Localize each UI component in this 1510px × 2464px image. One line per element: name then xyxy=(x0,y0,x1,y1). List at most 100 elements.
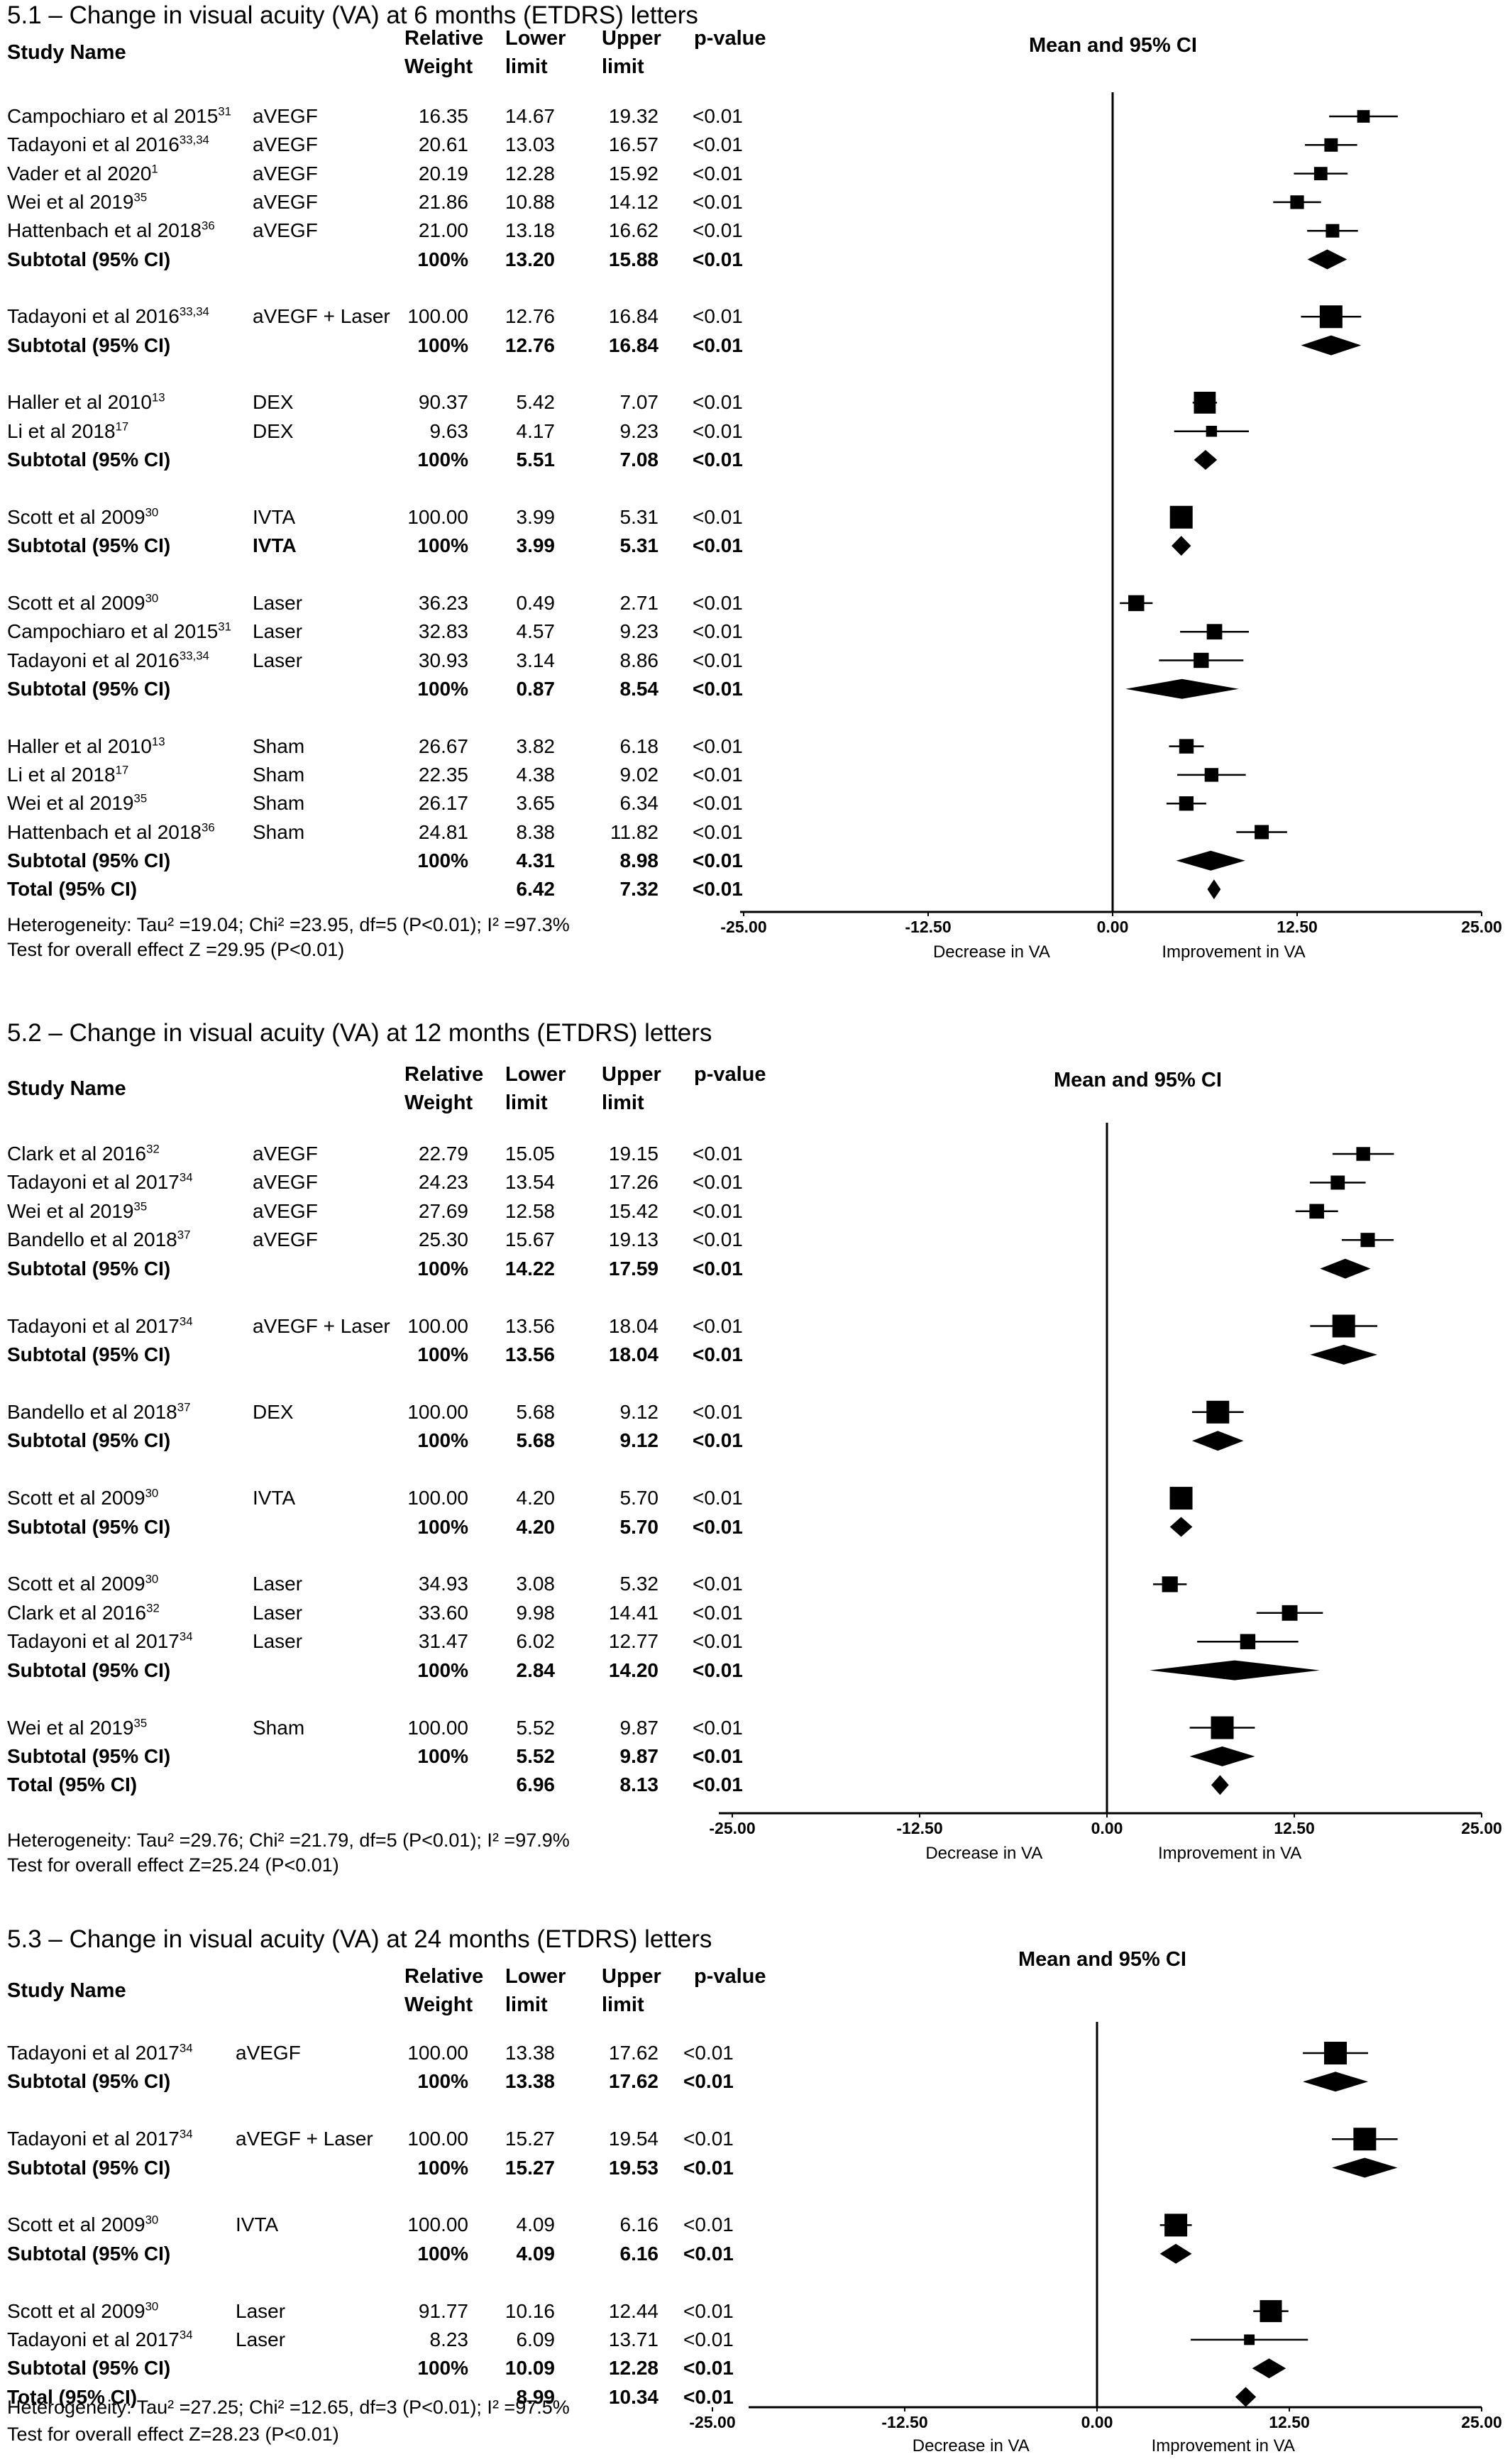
study-name: Subtotal (95% CI) xyxy=(7,1744,171,1767)
upper-limit: 11.82 xyxy=(610,820,658,843)
p-value: <0.01 xyxy=(683,2156,734,2179)
reference-superscript: 36 xyxy=(201,820,215,835)
study-name: Wei et al 201935 xyxy=(7,1201,147,1221)
subtotal-row: Subtotal (95% CI) 100% 5.52 9.87 <0.01 xyxy=(0,1744,743,1769)
treatment-group: aVEGF xyxy=(253,1143,318,1165)
reference-superscript: 17 xyxy=(115,763,129,777)
relative-weight: 100.00 xyxy=(407,1716,468,1739)
relative-weight: 100% xyxy=(417,1659,468,1681)
p-value: <0.01 xyxy=(693,1601,743,1624)
x-tick-label: -12.50 xyxy=(905,918,952,936)
p-value: <0.01 xyxy=(693,649,743,671)
header-lower-limit-2: limit xyxy=(505,1091,548,1114)
study-name-text: Clark et al 2016 xyxy=(7,1143,147,1165)
relative-weight: 100% xyxy=(417,334,468,356)
lower-limit: 9.98 xyxy=(516,1601,556,1624)
treatment-group: Sham xyxy=(253,1716,305,1739)
treatment-group: aVEGF + Laser xyxy=(236,2128,373,2150)
axis-label-decrease: Decrease in VA xyxy=(912,2436,1030,2455)
relative-weight: 21.86 xyxy=(418,190,468,213)
summary-diamond xyxy=(1211,1775,1229,1795)
study-name-text: Total (95% CI) xyxy=(7,1773,138,1796)
header-upper-limit: Upper xyxy=(602,1063,661,1086)
reference-superscript: 35 xyxy=(133,1716,148,1730)
p-value: <0.01 xyxy=(693,1143,743,1165)
upper-limit: 15.42 xyxy=(608,1199,658,1222)
study-name: Tadayoni et al 201734 xyxy=(7,2328,193,2350)
upper-limit: 19.54 xyxy=(608,2128,658,2150)
summary-diamond xyxy=(1159,2243,1192,2264)
point-estimate-square xyxy=(1324,138,1338,152)
x-tick-label: 12.50 xyxy=(1277,918,1318,936)
point-estimate-square xyxy=(1179,796,1194,811)
study-name: Total (95% CI) xyxy=(7,1775,137,1795)
forest-plot-area xyxy=(740,92,1482,916)
summary-diamond xyxy=(1171,536,1191,556)
study-name: Hattenbach et al 201836 xyxy=(7,820,215,842)
study-name: Tadayoni et al 201633,34 xyxy=(7,649,209,671)
lower-limit: 4.20 xyxy=(516,1515,556,1538)
upper-limit: 9.23 xyxy=(619,419,659,442)
study-name: Tadayoni et al 201734 xyxy=(7,1630,193,1653)
study-name-text: Subtotal (95% CI) xyxy=(7,248,171,270)
point-estimate-square xyxy=(1309,1204,1324,1219)
study-name: Scott et al 200930 xyxy=(7,1573,159,1594)
relative-weight: 100.00 xyxy=(407,2128,468,2150)
point-estimate-square xyxy=(1164,2213,1188,2237)
relative-weight: 100% xyxy=(417,449,468,471)
study-name-text: Total (95% CI) xyxy=(7,2385,138,2408)
treatment-group: aVEGF xyxy=(253,190,318,213)
reference-superscript: 35 xyxy=(133,190,148,204)
reference-superscript: 30 xyxy=(145,1573,159,1587)
point-estimate-square xyxy=(1319,305,1343,329)
upper-limit: 19.53 xyxy=(608,2156,658,2179)
x-tick-label: -25.00 xyxy=(689,2413,736,2431)
study-name-text: Haller et al 2010 xyxy=(7,391,152,414)
subtotal-row: Subtotal (95% CI) 100% 4.31 8.98 <0.01 xyxy=(0,850,743,874)
study-name: Scott et al 200930 xyxy=(7,2214,158,2235)
summary-diamond xyxy=(1303,2072,1369,2092)
relative-weight: 26.67 xyxy=(418,735,468,757)
header-plot-title: Mean and 95% CI xyxy=(1018,1948,1186,1971)
study-name-text: Tadayoni et al 2017 xyxy=(7,1630,180,1653)
relative-weight: 100% xyxy=(417,2070,468,2093)
subtotal-row: Subtotal (95% CI) 100% 10.09 12.28 <0.01 xyxy=(0,2358,738,2381)
lower-limit: 14.22 xyxy=(505,1257,555,1280)
treatment-group: Laser xyxy=(253,1630,303,1653)
study-name: Hattenbach et al 201836 xyxy=(7,220,215,241)
upper-limit: 5.31 xyxy=(619,534,659,557)
lower-limit: 15.05 xyxy=(505,1143,555,1165)
table-row: Wei et al 201935 Sham 26.17 3.65 6.34 <0.01 xyxy=(0,793,743,816)
lower-limit: 12.28 xyxy=(505,162,555,185)
point-estimate-square xyxy=(1353,2128,1377,2151)
study-name: Scott et al 200930 xyxy=(7,2300,158,2321)
reference-superscript: 31 xyxy=(218,104,231,119)
study-name: Bandello et al 201837 xyxy=(7,1229,190,1250)
p-value: <0.01 xyxy=(693,591,743,614)
relative-weight: 30.93 xyxy=(418,649,468,671)
study-name: Wei et al 201935 xyxy=(7,793,147,813)
header-relative-weight: Relative xyxy=(404,1063,484,1086)
relative-weight: 100% xyxy=(417,248,468,270)
table-row: Haller et al 201013 Sham 26.67 3.82 6.18 <0.0… xyxy=(0,735,743,759)
upper-limit: 15.92 xyxy=(608,162,658,185)
relative-weight: 100% xyxy=(417,1343,468,1365)
study-name-text: Subtotal (95% CI) xyxy=(7,1744,171,1767)
lower-limit: 13.54 xyxy=(505,1171,555,1194)
relative-weight: 100% xyxy=(417,1744,468,1767)
header-relative-weight: Relative xyxy=(404,1965,484,1988)
upper-limit: 15.88 xyxy=(608,248,658,270)
subtotal-row: Subtotal (95% CI) 100% 2.84 14.20 <0.01 xyxy=(0,1659,743,1683)
table-row: Tadayoni et al 201734 aVEGF 100.00 13.38 17.… xyxy=(0,2042,738,2066)
reference-superscript: 34 xyxy=(179,2328,193,2342)
table-row: Tadayoni et al 201734 aVEGF + Laser 100.00… xyxy=(0,1315,743,1339)
x-tick-label: 0.00 xyxy=(1081,2413,1113,2431)
study-name-text: Campochiaro et al 2015 xyxy=(7,105,219,127)
p-value: <0.01 xyxy=(683,2128,734,2150)
point-estimate-square xyxy=(1206,1400,1230,1424)
header-upper-limit: Upper xyxy=(602,1965,661,1988)
upper-limit: 17.62 xyxy=(608,2070,658,2093)
subtotal-row: Total (95% CI) 8.99 10.34 <0.01 xyxy=(0,2387,738,2410)
reference-superscript: 30 xyxy=(145,591,159,605)
treatment-group: DEX xyxy=(253,391,294,414)
